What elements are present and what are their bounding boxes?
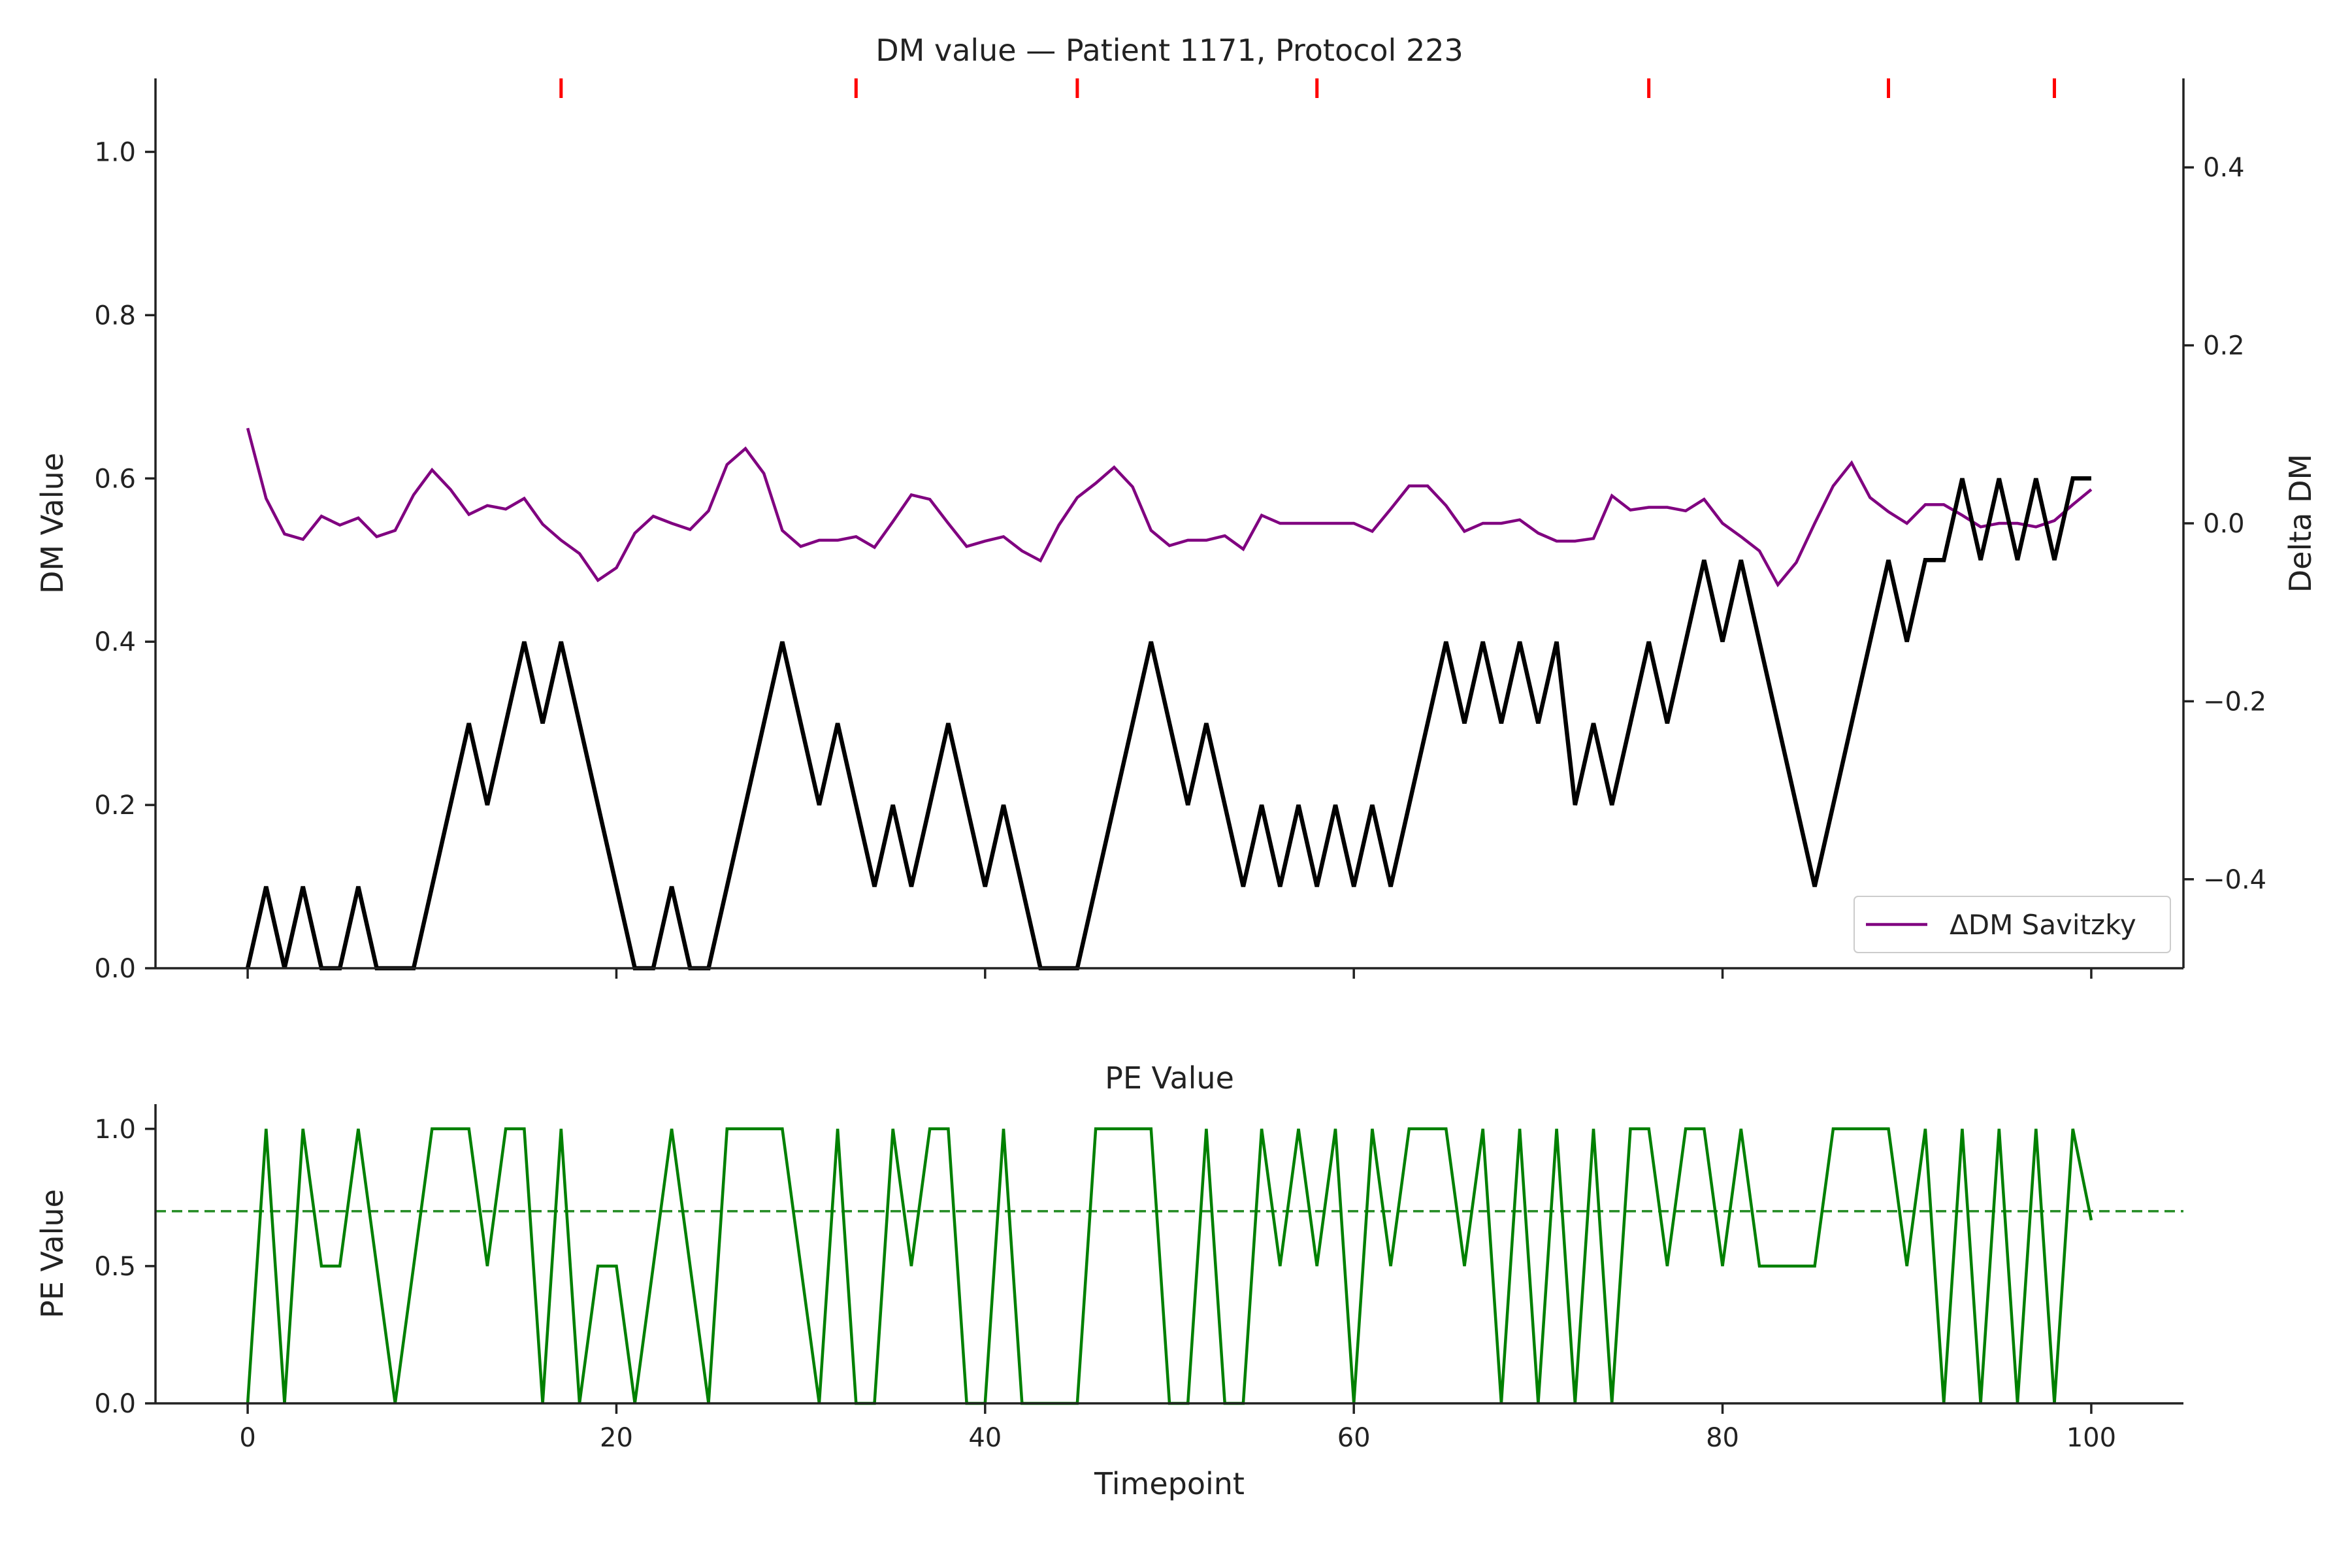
pe-y-ticks: 0.0 0.5 1.0 [94, 1115, 155, 1419]
y-tick-label: 0.0 [94, 954, 136, 984]
delta-y-axis-label: Delta DM [2283, 454, 2318, 593]
y-tick-label: 0.4 [94, 627, 136, 657]
y2-tick-label: 0.0 [2203, 509, 2245, 539]
dm-x-ticks [246, 968, 2093, 979]
pe-value-line [246, 1127, 2093, 1405]
legend-box [1854, 896, 2171, 953]
dm-chart-title: DM value — Patient 1171, Protocol 223 [875, 33, 1463, 68]
pe-panel: PE Value 0 20 40 60 80 100 0.0 0.5 1.0 PE Value… [35, 1060, 2183, 1501]
y-tick-label: 0.8 [94, 301, 136, 331]
y-tick-label: 0.5 [94, 1252, 136, 1282]
delta-y-ticks: −0.4 −0.2 0.0 0.2 0.4 [2183, 153, 2266, 895]
legend-label: ΔDM Savitzky [1950, 909, 2136, 941]
dm-delta-line [246, 427, 2093, 587]
dm-panel: DM value — Patient 1171, Protocol 223 0.… [35, 33, 2318, 984]
legend: ΔDM Savitzky [1854, 896, 2171, 953]
x-tick-label: 100 [2066, 1423, 2116, 1453]
dm-value-polyline [245, 476, 2091, 971]
pe-value-polyline [246, 1127, 2093, 1405]
y-tick-label: 1.0 [94, 137, 136, 167]
delta-dm-polyline [246, 427, 2093, 587]
pe-chart-title: PE Value [1105, 1060, 1234, 1096]
pe-y-axis-label: PE Value [35, 1189, 70, 1318]
y2-tick-label: 0.2 [2203, 331, 2245, 361]
x-tick-label: 80 [1706, 1423, 1739, 1453]
y-tick-label: 0.0 [94, 1389, 136, 1419]
dm-y-axis-label: DM Value [35, 453, 70, 594]
x-tick-label: 20 [600, 1423, 633, 1453]
x-tick-label: 0 [239, 1423, 255, 1453]
x-tick-label: 40 [968, 1423, 1002, 1453]
y2-tick-label: −0.2 [2203, 687, 2266, 717]
y2-tick-label: −0.4 [2203, 865, 2266, 895]
event-markers [559, 78, 2056, 98]
x-tick-label: 60 [1337, 1423, 1371, 1453]
y-tick-label: 1.0 [94, 1115, 136, 1145]
pe-x-ticks: 0 20 40 60 80 100 [239, 1403, 2116, 1453]
y2-tick-label: 0.4 [2203, 153, 2245, 183]
y-tick-label: 0.6 [94, 464, 136, 494]
y-tick-label: 0.2 [94, 791, 136, 821]
dm-y-ticks: 0.0 0.2 0.4 0.6 0.8 1.0 [94, 137, 155, 984]
x-axis-label: Timepoint [1094, 1466, 1245, 1501]
dm-value-line [245, 476, 2091, 971]
